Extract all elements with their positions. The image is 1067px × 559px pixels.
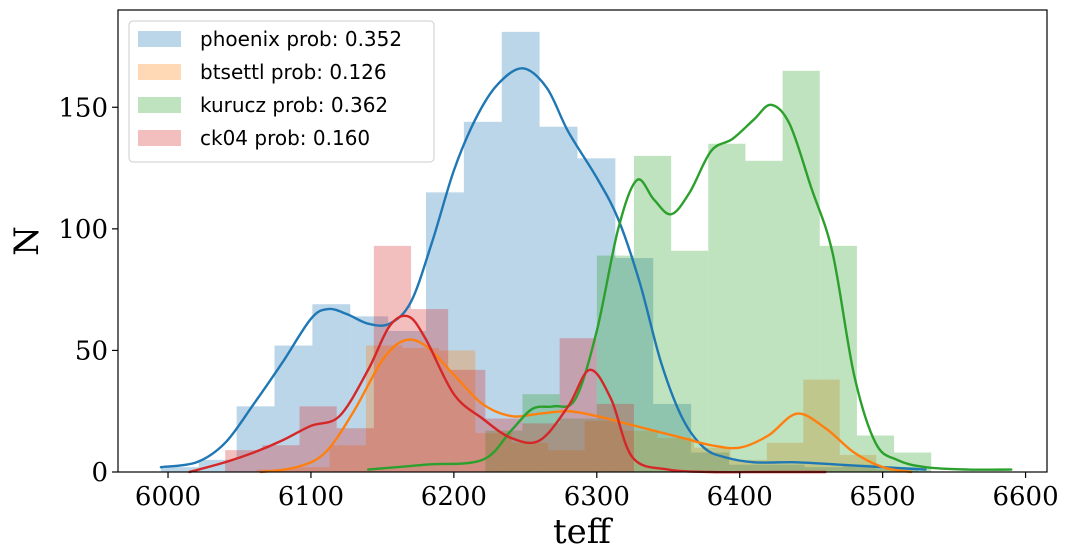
bar-s1-b14 <box>766 442 804 472</box>
bar-s0-b18 <box>842 464 881 472</box>
kde-line-s0 <box>159 67 927 471</box>
legend-label: phoenix prob: 0.352 <box>200 27 402 51</box>
bar-s2-b5 <box>671 250 709 472</box>
y-tick-label: 50 <box>75 336 108 366</box>
y-axis-label: N <box>7 226 47 256</box>
legend: phoenix prob: 0.352 btsettl prob: 0.126 ku… <box>128 20 435 163</box>
legend-swatch <box>138 97 181 113</box>
bar-s3-b7 <box>485 418 523 472</box>
legend-frame <box>128 20 435 163</box>
kde-line-s2 <box>366 103 1013 471</box>
y-axis: 0 50 100 150 <box>58 93 118 488</box>
bar-s0-b16 <box>766 464 805 472</box>
bar-s1-b5 <box>438 350 476 472</box>
bar-s1-b9 <box>584 420 622 472</box>
bar-s0-b12 <box>615 258 654 472</box>
bar-s2-b8 <box>782 70 820 472</box>
bar-s2-b0 <box>485 430 523 472</box>
bar-s0-b2 <box>236 406 275 472</box>
bar-s1-b8 <box>548 450 585 472</box>
bars-layer <box>160 31 932 473</box>
bar-s0-b9 <box>501 31 540 472</box>
bar-s0-b15 <box>729 464 767 472</box>
legend-swatch <box>138 130 181 146</box>
bar-s1-b10 <box>621 430 658 472</box>
x-axis: 6000 6100 6200 6300 6400 6500 6600 <box>135 472 1059 512</box>
bar-s0-b6 <box>388 330 426 472</box>
x-tick-label: 6200 <box>421 482 487 512</box>
legend-label: ck04 prob: 0.160 <box>200 126 370 150</box>
x-tick-label: 6000 <box>135 482 201 512</box>
bar-s1-b3 <box>365 345 403 472</box>
legend-label: kurucz prob: 0.362 <box>200 93 388 117</box>
bar-s0-b10 <box>539 126 578 472</box>
bar-s3-b8 <box>522 423 560 472</box>
bar-s0-b0 <box>160 467 199 472</box>
bar-s3-b10 <box>596 403 634 472</box>
bar-s3-b0 <box>225 450 263 472</box>
bar-s1-b4 <box>402 347 439 472</box>
x-tick-label: 6500 <box>850 482 916 512</box>
x-tick-label: 6300 <box>564 482 630 512</box>
x-tick-label: 6400 <box>707 482 773 512</box>
kde-layer <box>159 67 1013 474</box>
bar-s1-b11 <box>657 437 694 472</box>
bar-s0-b14 <box>691 452 729 472</box>
bar-s3-b9 <box>559 338 597 472</box>
legend-swatch <box>138 64 181 80</box>
y-tick-label: 100 <box>58 215 108 245</box>
bar-s1-b1 <box>293 467 330 472</box>
kde-line-s3 <box>188 314 827 474</box>
bar-s2-b6 <box>708 143 746 473</box>
legend-swatch <box>138 31 181 47</box>
x-axis-label: teff <box>553 512 614 552</box>
bar-s3-b3 <box>336 428 374 472</box>
bar-s2-b2 <box>559 418 597 472</box>
bar-s1-b2 <box>329 445 366 472</box>
bar-s2-b7 <box>745 160 783 472</box>
bar-s0-b17 <box>804 467 843 472</box>
bar-s2-b4 <box>633 155 672 472</box>
bar-s2-b3 <box>596 255 634 472</box>
y-tick-label: 150 <box>58 93 108 123</box>
bar-s3-b6 <box>448 369 486 472</box>
y-tick-label: 0 <box>91 458 108 488</box>
bar-s0-b8 <box>463 121 502 472</box>
bar-s3-b2 <box>299 406 337 472</box>
bar-s3-b4 <box>373 245 411 472</box>
plot-frame <box>117 9 1048 473</box>
bar-s3-b5 <box>410 309 449 472</box>
kde-line-s1 <box>259 338 913 474</box>
x-tick-label: 6600 <box>992 482 1058 512</box>
bar-s1-b7 <box>511 442 549 472</box>
x-tick-label: 6100 <box>278 482 344 512</box>
legend-label: btsettl prob: 0.126 <box>200 60 387 84</box>
